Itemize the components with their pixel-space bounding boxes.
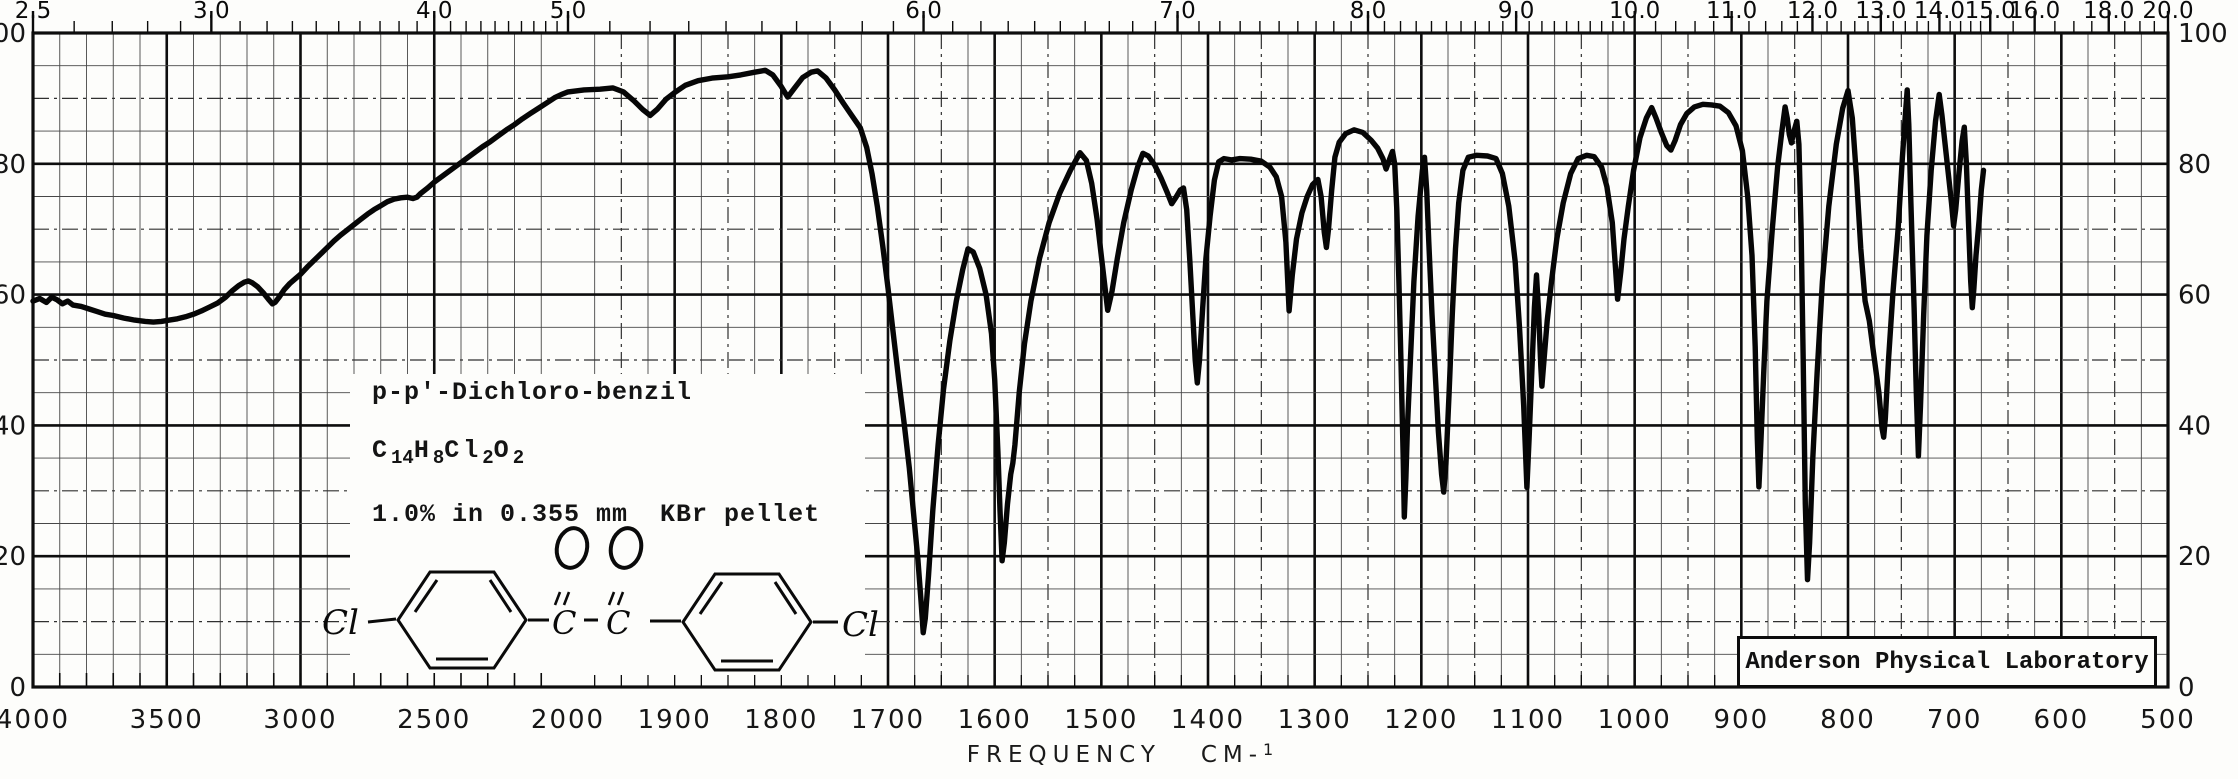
y-tick-label-right: 20 <box>2178 542 2211 572</box>
top-tick-label: 16.0 <box>2009 0 2060 24</box>
bottom-tick-label: 900 <box>1714 705 1770 735</box>
y-tick-label-right: 100 <box>2178 19 2228 49</box>
bottom-tick-label: 3500 <box>130 705 204 735</box>
x-axis-title-text: FREQUENCY <box>966 742 1161 768</box>
benzene-ring-right <box>681 572 813 672</box>
y-tick-label-right: 40 <box>2178 411 2211 441</box>
formula-subscript: 2 <box>512 447 525 469</box>
formula-subscript: 2 <box>482 447 494 469</box>
laboratory-credit-box: Anderson Physical Laboratory <box>1737 636 2157 688</box>
carbonyl-carbon-label: C <box>606 604 630 642</box>
left-chlorine-label: Cl <box>322 603 359 643</box>
top-tick-label: 9.0 <box>1498 0 1535 24</box>
y-tick-label-left: 60 <box>0 281 26 311</box>
top-tick-label: 12.0 <box>1787 0 1838 24</box>
bottom-tick-label: 4000 <box>0 705 70 735</box>
bottom-tick-label: 2000 <box>531 705 605 735</box>
top-tick-label: 3.0 <box>193 0 230 24</box>
bottom-tick-label: 1700 <box>851 705 925 735</box>
top-tick-label: 7.0 <box>1159 0 1196 24</box>
x-axis-unit-exponent: 1 <box>1263 740 1274 759</box>
top-tick-label: 4.0 <box>416 0 453 24</box>
compound-name: p-p'-Dichloro-benzil <box>372 378 693 407</box>
top-tick-label: 10.0 <box>1609 0 1660 24</box>
top-tick-label: 20.0 <box>2142 0 2193 24</box>
bottom-tick-label: 1800 <box>744 705 818 735</box>
laboratory-name: Anderson Physical Laboratory <box>1745 648 2149 676</box>
y-tick-label-right: 0 <box>2178 673 2195 703</box>
bottom-tick-label: 1000 <box>1598 705 1672 735</box>
bottom-tick-label: 1500 <box>1064 705 1138 735</box>
bottom-tick-label: 1600 <box>958 705 1032 735</box>
bottom-tick-label: 700 <box>1927 705 1983 735</box>
carbonyl-carbon-label: C <box>552 604 576 642</box>
bottom-tick-label: 600 <box>2034 705 2090 735</box>
bottom-tick-label: 800 <box>1820 705 1876 735</box>
top-tick-label: 11.0 <box>1706 0 1757 24</box>
x-axis-unit: CM- <box>1200 742 1264 768</box>
top-tick-label: 2.5 <box>15 0 52 24</box>
spectrum-curve <box>30 67 1987 636</box>
y-tick-label-right: 80 <box>2178 150 2211 180</box>
sample-conditions: 1.0% in 0.355 mm KBr pellet <box>372 500 821 529</box>
y-tick-label-left: 40 <box>0 411 26 441</box>
top-tick-label: 18.0 <box>2083 0 2134 24</box>
bottom-tick-label: 2500 <box>397 705 471 735</box>
structure-drawing: Cl C C Cl <box>322 526 879 672</box>
y-axis-transmittance: 100 100 80 80 60 60 40 40 20 20 0 0 <box>0 19 2228 703</box>
y-tick-label-left: 100 <box>0 19 26 49</box>
formula-subscript: 8 <box>432 447 445 469</box>
bottom-tick-label: 1300 <box>1278 705 1352 735</box>
top-tick-label: 14.0 <box>1914 0 1965 24</box>
chemical-formula: C14H8Cl2O2 <box>372 436 525 469</box>
y-tick-label-right: 60 <box>2178 281 2211 311</box>
top-tick-label: 15.0 <box>1965 0 2016 24</box>
top-tick-label: 5.0 <box>550 0 587 24</box>
formula-subscript: 14 <box>391 447 414 469</box>
x-axis-title: FREQUENCY CM-1 <box>860 740 1380 768</box>
bottom-tick-label: 500 <box>2140 705 2196 735</box>
bottom-tick-label: 1900 <box>638 705 712 735</box>
y-tick-label-left: 0 <box>9 673 26 703</box>
top-axis-wavelength: 2.5 3.0 4.0 5.0 6.0 7.0 8.0 9.0 10.0 11.0 12.0 13.0… <box>15 0 2194 33</box>
top-tick-label: 8.0 <box>1350 0 1387 24</box>
bottom-axis-frequency: 4000 3500 3000 2500 2000 1900 1800 1700 1600 1500… <box>0 673 2196 735</box>
benzene-ring-left <box>396 570 528 670</box>
plot-border <box>31 31 2170 689</box>
carbonyl-oxygen-left <box>554 526 590 570</box>
bottom-tick-label: 3000 <box>263 705 337 735</box>
right-chlorine-label: Cl <box>842 605 879 645</box>
carbonyl-oxygen-right <box>608 526 644 570</box>
top-tick-label: 6.0 <box>905 0 942 24</box>
bottom-tick-label: 1400 <box>1171 705 1245 735</box>
top-tick-label: 13.0 <box>1855 0 1906 24</box>
y-tick-label-left: 20 <box>0 542 26 572</box>
bottom-tick-label: 1100 <box>1491 705 1565 735</box>
bottom-tick-label: 1200 <box>1384 705 1458 735</box>
annotation-whiteout <box>350 374 865 686</box>
y-tick-label-left: 80 <box>0 150 26 180</box>
